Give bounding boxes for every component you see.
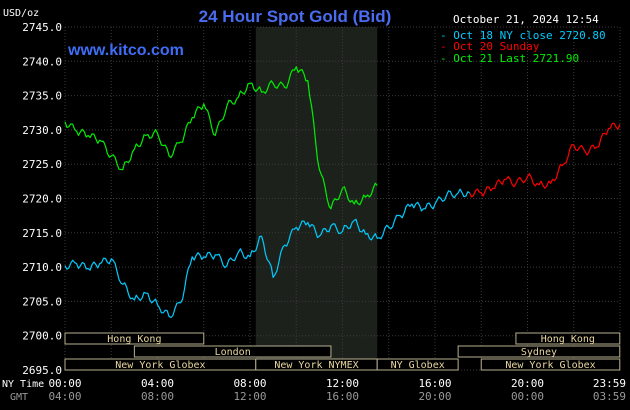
x-tick-label-gmt: 08:00: [141, 390, 174, 403]
x-tick-label-gmt: 00:00: [511, 390, 544, 403]
session-label: New York Globex: [505, 360, 595, 371]
series-line: [64, 66, 378, 210]
y-tick-label: 2740.0: [22, 55, 62, 68]
session-label: London: [215, 347, 251, 358]
gmt-label: GMT: [10, 392, 28, 403]
series-layer: [64, 66, 621, 318]
legend-item: - Oct 20 Sunday: [440, 40, 540, 53]
x-tick-label-ny: 23:59: [593, 377, 626, 390]
session-bar: [480, 358, 621, 371]
session-label: Hong Kong: [541, 334, 595, 345]
x-tick-label-ny: 20:00: [511, 377, 544, 390]
y-tick-label: 2725.0: [22, 158, 62, 171]
legend-item: - Oct 18 NY close 2720.80: [440, 29, 606, 42]
session-label: NY Globex: [391, 360, 445, 371]
session-bar: [64, 332, 205, 345]
y-tick-label: 2700.0: [22, 330, 62, 343]
date-time: October 21, 2024 12:54: [453, 13, 599, 26]
session-bar: [133, 345, 332, 358]
x-tick-label-gmt: 16:00: [326, 390, 359, 403]
y-tick-label: 2695.0: [22, 364, 62, 377]
y-tick-label: 2720.0: [22, 193, 62, 206]
x-tick-label-gmt: 04:00: [48, 390, 81, 403]
session-bar: [515, 332, 621, 345]
y-tick-label: 2710.0: [22, 261, 62, 274]
session-layer: Hong Kong Hong Kong London Sydney New York G…: [64, 332, 621, 371]
ny-time-label: NY Time: [2, 379, 44, 390]
unit-label: USD/oz: [3, 8, 39, 19]
session-label: Hong Kong: [107, 334, 161, 345]
session-label: New York Globex: [115, 360, 205, 371]
legend-item: - Oct 21 Last 2721.90: [440, 52, 579, 65]
nymex-band: [255, 27, 378, 370]
axis-layer: 2745.0 2740.0 2735.0 2730.0 2725.0 2720.0 2715…: [22, 21, 626, 403]
x-tick-label-ny: 00:00: [48, 377, 81, 390]
y-tick-label: 2745.0: [22, 21, 62, 34]
x-tick-label-ny: 04:00: [141, 377, 174, 390]
y-tick-label: 2730.0: [22, 124, 62, 137]
session-label: Sydney: [521, 347, 557, 358]
x-tick-label-gmt: 20:00: [418, 390, 451, 403]
x-tick-label-ny: 12:00: [326, 377, 359, 390]
y-tick-label: 2735.0: [22, 90, 62, 103]
grid-layer: [64, 26, 621, 371]
session-bar: [376, 358, 459, 371]
series-line: [469, 122, 621, 198]
x-tick-label-ny: 08:00: [233, 377, 266, 390]
x-tick-label-gmt: 03:59: [593, 390, 626, 403]
chart-title: 24 Hour Spot Gold (Bid): [199, 7, 392, 26]
y-tick-label: 2705.0: [22, 295, 62, 308]
y-tick-label: 2715.0: [22, 227, 62, 240]
nymex-band-layer: [255, 27, 378, 370]
x-tick-label-ny: 16:00: [418, 377, 451, 390]
session-bar: [457, 345, 621, 358]
legend: - Oct 18 NY close 2720.80 - Oct 20 Sunda…: [440, 29, 606, 65]
x-tick-label-gmt: 12:00: [233, 390, 266, 403]
watermark: www.kitco.com: [67, 42, 184, 59]
series-line: [64, 188, 471, 318]
session-label: New York NYMEX: [274, 360, 358, 371]
